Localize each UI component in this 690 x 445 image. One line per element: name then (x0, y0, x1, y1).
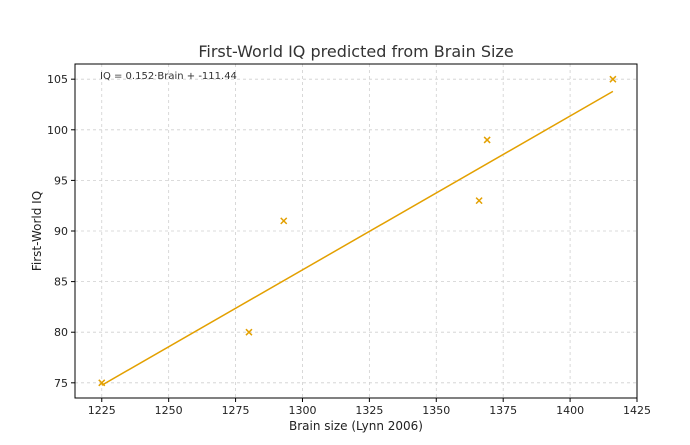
fit-line (101, 90, 614, 386)
point-marker-stroke (98, 379, 106, 387)
grid-lines (75, 64, 638, 398)
point-marker-stroke (609, 75, 617, 83)
x-tick-label: 1275 (222, 404, 250, 417)
data-point (245, 328, 253, 336)
y-tick-label: 90 (54, 225, 68, 238)
x-tick-label: 1400 (556, 404, 584, 417)
point-marker-stroke (483, 136, 491, 144)
data-point (98, 379, 106, 387)
x-tick-label: 1350 (422, 404, 450, 417)
x-tick-label: 1325 (355, 404, 383, 417)
regression-equation: IQ = 0.152·Brain + -111.44 (100, 71, 237, 82)
y-tick-label: 95 (54, 174, 68, 187)
data-point (475, 197, 483, 205)
x-axis-label: Brain size (Lynn 2006) (289, 419, 423, 433)
data-point (280, 217, 288, 225)
point-marker-stroke (280, 217, 288, 225)
chart-title: First-World IQ predicted from Brain Size (198, 42, 513, 61)
data-point (609, 75, 617, 83)
x-tick-label: 1300 (288, 404, 316, 417)
y-tick-label: 100 (47, 124, 68, 137)
point-marker-stroke (245, 328, 253, 336)
x-tick-label: 1250 (155, 404, 183, 417)
axis-ticks: 1225 1250 1275 1300 1325 1350 1375 1400 1425 75 80… (47, 73, 651, 417)
y-tick-label: 80 (54, 326, 68, 339)
point-marker-stroke (475, 197, 483, 205)
fit-line-group (101, 90, 614, 386)
data-point (483, 136, 491, 144)
x-tick-label: 1375 (489, 404, 517, 417)
y-tick-label: 75 (54, 377, 68, 390)
data-points (98, 75, 617, 387)
y-tick-label: 85 (54, 276, 68, 289)
y-axis-label: First-World IQ (30, 191, 44, 271)
y-tick-label: 105 (47, 73, 68, 86)
x-tick-label: 1425 (623, 404, 651, 417)
x-tick-label: 1225 (88, 404, 116, 417)
